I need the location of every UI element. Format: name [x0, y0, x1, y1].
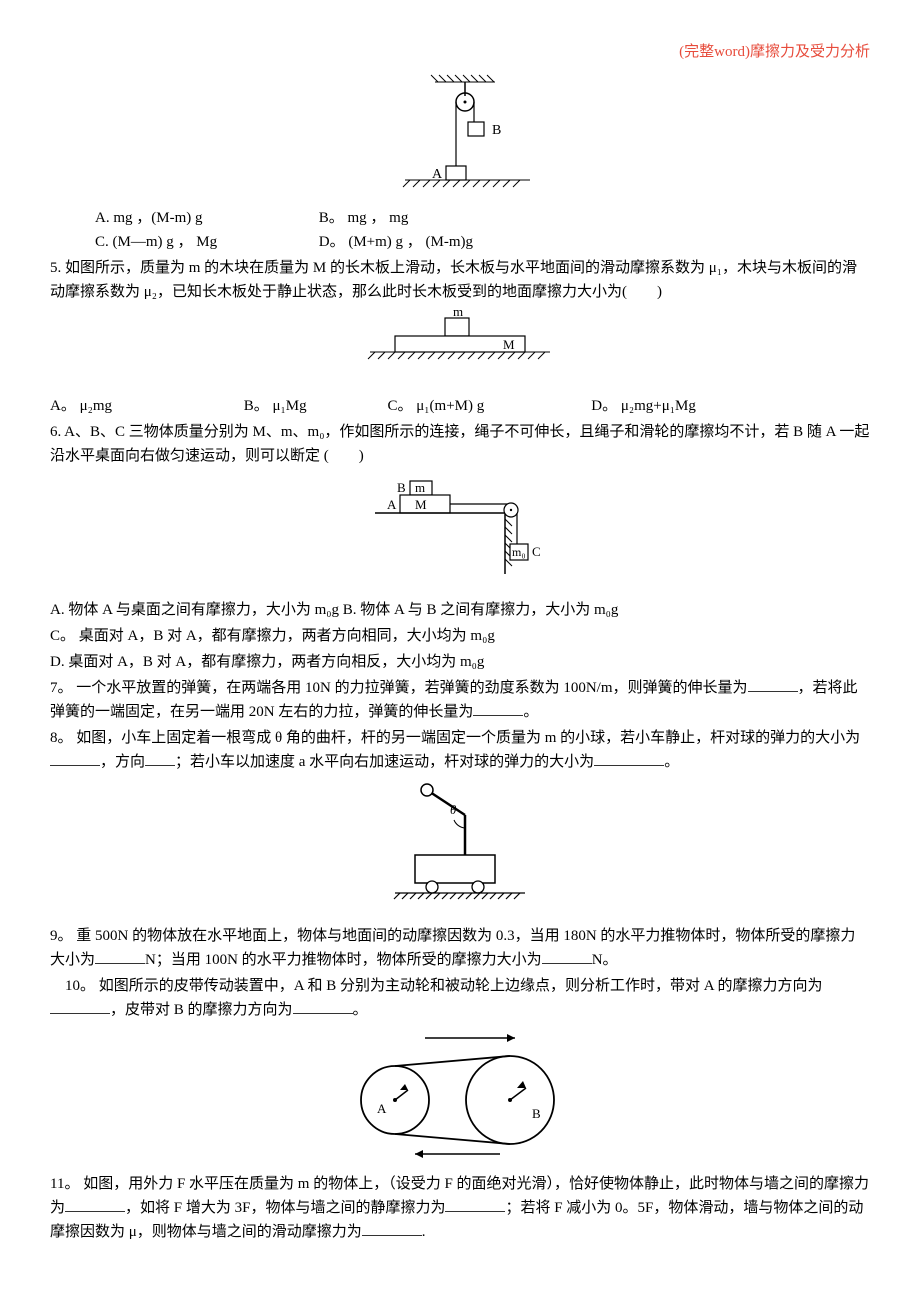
q4-opt-b: B。 mg ， mg [319, 206, 539, 230]
q8-figure: θ [50, 780, 870, 918]
q5-label-bigm: M [503, 337, 515, 352]
q6-opt-b: B. 物体 A 与 B 之间有摩擦力，大小为 m₀g [343, 602, 619, 618]
q6-opt-a: A. 物体 A 与桌面之间有摩擦力，大小为 m₀g [50, 602, 339, 618]
q5-figure: m M [50, 310, 870, 388]
q6-lab-m0: m₀ [512, 545, 526, 559]
q4-opt-a: A. mg ，(M-m) g [95, 206, 315, 230]
q5-opt-d: D。 μ₂mg+μ₁Mg [591, 394, 696, 418]
q10-blank-1 [50, 998, 110, 1014]
q11-blank-3 [362, 1220, 422, 1236]
q4-opt-c: C. (M—m) g ， Mg [95, 230, 315, 254]
q6-figure: B m A M m₀ C [50, 474, 870, 592]
q6-lab-c: C [532, 544, 541, 559]
q4-label-a: A [432, 167, 443, 182]
q6-lab-bigm: M [415, 497, 427, 512]
q10-p3: 。 [353, 1002, 368, 1018]
header-note: (完整word)摩擦力及受力分析 [50, 40, 870, 64]
q11-blank-2 [445, 1196, 505, 1212]
q8-blank-1 [50, 750, 100, 766]
q7-text: 7。 一个水平放置的弹簧，在两端各用 10N 的力拉弹簧，若弹簧的劲度系数为 1… [50, 676, 870, 724]
q6-opt-c: C。 桌面对 A，B 对 A，都有摩擦力，两者方向相同，大小均为 m₀g [50, 624, 870, 648]
q10-text: 10。 如图所示的皮带传动装置中，A 和 B 分别为主动轮和被动轮上边缘点，则分… [50, 974, 870, 1022]
q9-blank-2 [542, 948, 592, 964]
q8-blank-2 [145, 750, 175, 766]
q10-p2: ，皮带对 B 的摩擦力方向为 [110, 1002, 293, 1018]
q9-blank-1 [95, 948, 145, 964]
q4-figure: B A [50, 72, 870, 200]
q7-blank-2 [473, 700, 523, 716]
q8-p3: ；若小车以加速度 a 水平向右加速运动，杆对球的弹力的大小为 [175, 754, 594, 770]
q6-lab-a: A [387, 497, 397, 512]
q5-opt-c: C。 μ₁(m+M) g [388, 394, 588, 418]
q4-opt-d: D。 (M+m) g ， (M-m)g [319, 230, 539, 254]
q10-p1: 10。 如图所示的皮带传动装置中，A 和 B 分别为主动轮和被动轮上边缘点，则分… [50, 978, 823, 994]
q6-text: 6. A、B、C 三物体质量分别为 M、m、m₀，作如图所示的连接，绳子不可伸长… [50, 420, 870, 468]
q4-options: A. mg ，(M-m) g B。 mg ， mg C. (M—m) g ， M… [95, 206, 870, 254]
q5-opt-a: A。 μ₂mg [50, 394, 240, 418]
q8-theta: θ [450, 802, 457, 817]
q5-label-m: m [453, 310, 463, 319]
q10-lab-b: B [532, 1106, 541, 1121]
q8-p1: 8。 如图，小车上固定着一根弯成 θ 角的曲杆，杆的另一端固定一个质量为 m 的… [50, 730, 860, 746]
q11-p2: ，如将 F 增大为 3F，物体与墙之间的静摩擦力为 [125, 1200, 445, 1216]
q5-text: 5. 如图所示，质量为 m 的木块在质量为 M 的长木板上滑动，长木板与水平地面… [50, 256, 870, 304]
q6-lab-m: m [415, 480, 425, 495]
q8-p4: 。 [664, 754, 679, 770]
q8-p2: ，方向 [100, 754, 145, 770]
q7-blank-1 [748, 676, 798, 692]
q11-p4: . [422, 1224, 426, 1240]
q10-blank-2 [293, 998, 353, 1014]
q7-p3: 。 [523, 704, 538, 720]
q5-opt-b: B。 μ₁Mg [244, 394, 384, 418]
q11-text: 11。 如图，用外力 F 水平压在质量为 m 的物体上，（设受力 F 的面绝对光… [50, 1172, 870, 1244]
q10-lab-a: A [377, 1101, 387, 1116]
q8-blank-3 [594, 750, 664, 766]
q9-text: 9。 重 500N 的物体放在水平地面上，物体与地面间的动摩擦因数为 0.3，当… [50, 924, 870, 972]
q4-label-b: B [492, 123, 501, 138]
q10-figure: A B [50, 1028, 870, 1166]
q6-opt-d: D. 桌面对 A，B 对 A，都有摩擦力，两者方向相反，大小均为 m₀g [50, 650, 870, 674]
q5-options: A。 μ₂mg B。 μ₁Mg C。 μ₁(m+M) g D。 μ₂mg+μ₁M… [50, 394, 870, 418]
q6-lab-b: B [397, 480, 406, 495]
q11-blank-1 [65, 1196, 125, 1212]
q9-p2: N；当用 100N 的水平力推物体时，物体所受的摩擦力大小为 [145, 952, 542, 968]
q7-p1: 7。 一个水平放置的弹簧，在两端各用 10N 的力拉弹簧，若弹簧的劲度系数为 1… [50, 680, 748, 696]
q9-p3: N。 [592, 952, 618, 968]
q8-text: 8。 如图，小车上固定着一根弯成 θ 角的曲杆，杆的另一端固定一个质量为 m 的… [50, 726, 870, 774]
